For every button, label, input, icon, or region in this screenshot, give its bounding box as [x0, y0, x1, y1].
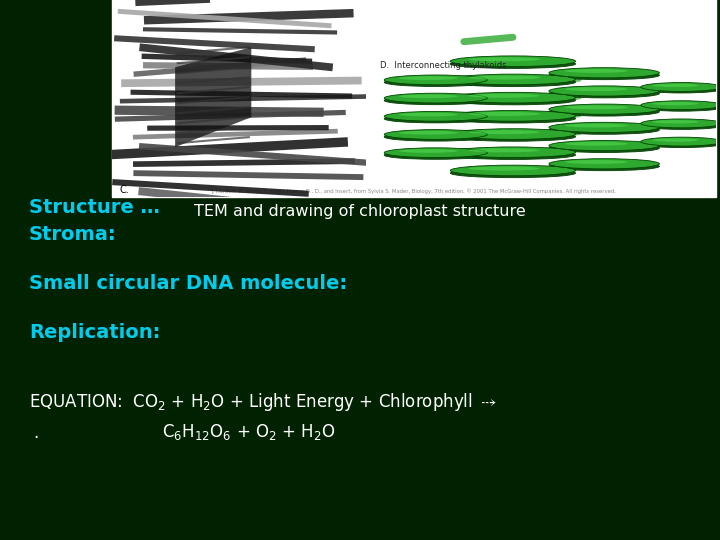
Ellipse shape — [384, 78, 487, 86]
Text: Small circular DNA molecule:: Small circular DNA molecule: — [29, 274, 347, 293]
Ellipse shape — [384, 75, 487, 85]
Ellipse shape — [652, 120, 698, 124]
Text: Replication:: Replication: — [29, 322, 160, 342]
Ellipse shape — [384, 130, 487, 139]
Ellipse shape — [399, 94, 458, 98]
Ellipse shape — [384, 96, 487, 105]
Ellipse shape — [641, 140, 720, 147]
Ellipse shape — [641, 122, 720, 130]
Text: TEM and drawing of chloroplast structure: TEM and drawing of chloroplast structure — [194, 204, 526, 219]
Ellipse shape — [641, 101, 720, 110]
Bar — [112, 0, 716, 197]
Polygon shape — [175, 48, 251, 147]
Ellipse shape — [549, 71, 660, 80]
Ellipse shape — [641, 119, 720, 128]
Ellipse shape — [549, 104, 660, 114]
Ellipse shape — [450, 78, 575, 86]
Ellipse shape — [468, 76, 540, 79]
Ellipse shape — [450, 74, 575, 85]
Ellipse shape — [399, 149, 458, 153]
Ellipse shape — [549, 107, 660, 116]
Ellipse shape — [384, 133, 487, 141]
Ellipse shape — [641, 104, 720, 111]
Ellipse shape — [399, 113, 458, 117]
Text: C.: C. — [120, 185, 129, 195]
Ellipse shape — [450, 56, 575, 66]
Ellipse shape — [549, 86, 660, 96]
Ellipse shape — [468, 112, 540, 116]
Ellipse shape — [468, 148, 540, 152]
Ellipse shape — [564, 124, 628, 127]
Text: J. Herbert W. Israel; O. Blake Horne; D., D., and insert, from Sylvia S. Mader, : J. Herbert W. Israel; O. Blake Horne; D.… — [212, 189, 616, 194]
Ellipse shape — [564, 160, 628, 164]
Ellipse shape — [549, 68, 660, 78]
Ellipse shape — [450, 59, 575, 69]
Ellipse shape — [450, 151, 575, 159]
Ellipse shape — [549, 122, 660, 132]
Ellipse shape — [450, 96, 575, 105]
Ellipse shape — [549, 126, 660, 134]
Ellipse shape — [384, 111, 487, 121]
Text: Structure …: Structure … — [29, 198, 160, 218]
Ellipse shape — [549, 144, 660, 152]
Ellipse shape — [450, 132, 575, 141]
Ellipse shape — [450, 114, 575, 123]
Ellipse shape — [564, 105, 628, 109]
Ellipse shape — [450, 92, 575, 103]
Ellipse shape — [384, 151, 487, 159]
Ellipse shape — [384, 93, 487, 103]
Ellipse shape — [652, 84, 698, 87]
Ellipse shape — [450, 111, 575, 121]
Ellipse shape — [450, 147, 575, 158]
Text: D.  Interconnecting thylakoids: D. Interconnecting thylakoids — [379, 62, 506, 70]
Ellipse shape — [468, 57, 540, 62]
Ellipse shape — [641, 85, 720, 93]
Ellipse shape — [549, 159, 660, 169]
Ellipse shape — [549, 162, 660, 171]
Text: .: . — [33, 424, 38, 442]
Ellipse shape — [384, 114, 487, 123]
Ellipse shape — [549, 140, 660, 151]
Ellipse shape — [450, 165, 575, 176]
Ellipse shape — [399, 131, 458, 134]
Ellipse shape — [564, 69, 628, 73]
Ellipse shape — [450, 129, 575, 139]
Ellipse shape — [652, 138, 698, 141]
Ellipse shape — [468, 94, 540, 98]
Ellipse shape — [652, 102, 698, 105]
Ellipse shape — [468, 130, 540, 134]
Ellipse shape — [549, 89, 660, 98]
Text: Stroma:: Stroma: — [29, 225, 117, 245]
Ellipse shape — [384, 148, 487, 158]
Ellipse shape — [641, 83, 720, 91]
Text: C$_6$H$_{12}$O$_6$ + O$_2$ + H$_2$O: C$_6$H$_{12}$O$_6$ + O$_2$ + H$_2$O — [162, 422, 336, 442]
Ellipse shape — [399, 76, 458, 80]
Ellipse shape — [468, 166, 540, 171]
Ellipse shape — [641, 137, 720, 146]
Ellipse shape — [564, 142, 628, 146]
Ellipse shape — [450, 168, 575, 178]
Text: EQUATION:  CO$_2$ + H$_2$O + Light Energy + Chlorophyll $\mathsf{\dashrightarrow: EQUATION: CO$_2$ + H$_2$O + Light Energy… — [29, 392, 497, 413]
Ellipse shape — [564, 87, 628, 91]
